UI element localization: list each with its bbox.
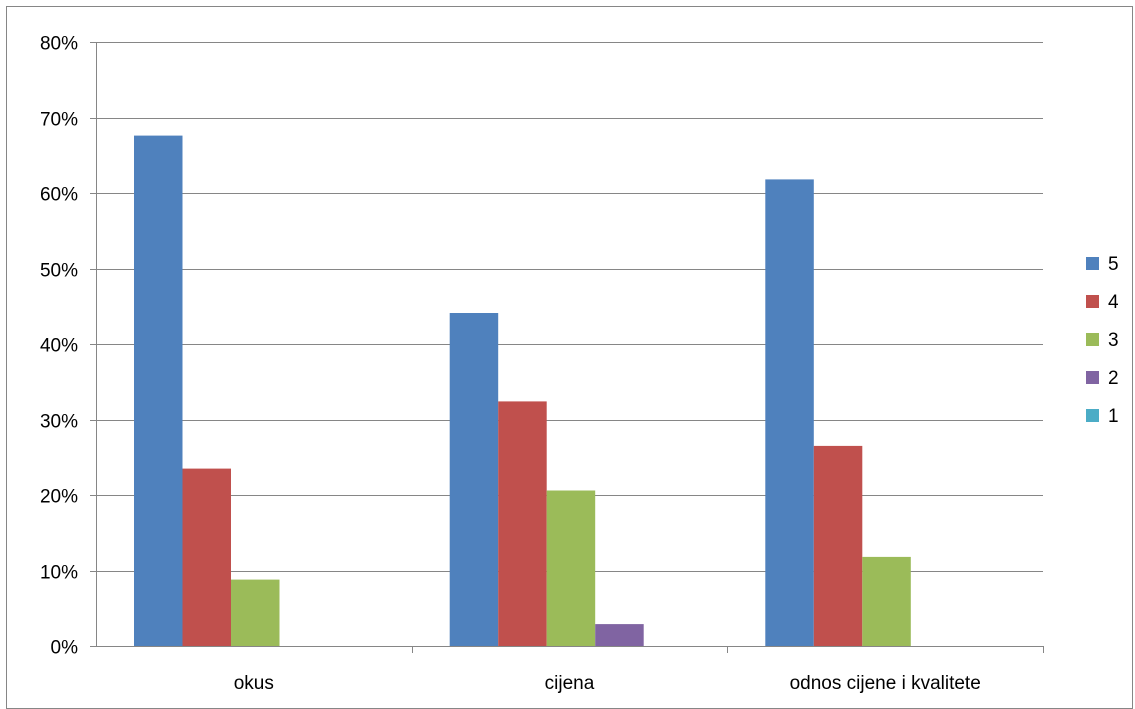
y-tick-label: 40% [40,336,78,357]
legend-label-2: 2 [1108,368,1119,389]
legend-swatch-1 [1086,409,1099,422]
bar-2-1 [595,624,644,646]
legend-swatch-5 [1086,257,1099,270]
y-tick-label: 20% [40,487,78,508]
legend-label-3: 3 [1108,330,1119,351]
y-axis-tick-labels: 0% 10% 20% 30% 40% 50% 60% 70% 80% [40,34,78,659]
bar-3-1 [546,490,596,646]
bar-3-0 [231,579,280,646]
legend-swatch-2 [1086,371,1099,384]
y-tick-label: 80% [40,34,78,55]
y-tick-label: 70% [40,110,78,131]
y-tick-label: 10% [40,563,78,584]
legend-label-1: 1 [1108,406,1119,427]
legend-swatch-4 [1086,295,1099,308]
axes [96,42,1044,653]
x-tick-label: cijena [545,673,595,694]
y-tick-label: 0% [51,638,79,659]
y-tick-label: 50% [40,261,78,282]
bars [134,135,911,646]
legend-swatch-3 [1086,333,1099,346]
bar-4-0 [182,468,231,646]
x-tick-label: okus [234,673,274,694]
gridlines [90,42,1043,647]
bar-5-1 [449,313,499,646]
bar-chart: 0% 10% 20% 30% 40% 50% 60% 70% 80% okus cijena odn… [40,34,1119,695]
y-tick-label: 30% [40,412,78,433]
bar-5-2 [765,179,814,646]
y-tick-label: 60% [40,185,78,206]
legend-label-4: 4 [1108,292,1119,313]
bar-3-2 [862,556,911,646]
chart-frame: 0% 10% 20% 30% 40% 50% 60% 70% 80% okus cijena odn… [6,6,1133,709]
bar-4-1 [498,401,547,646]
bar-5-0 [134,135,183,646]
legend: 5 4 3 2 1 [1086,254,1119,427]
legend-label-5: 5 [1108,254,1119,275]
x-tick-label: odnos cijene i kvalitete [790,673,981,694]
x-axis-tick-labels: okus cijena odnos cijene i kvalitete [234,673,981,694]
bar-4-2 [813,445,863,646]
